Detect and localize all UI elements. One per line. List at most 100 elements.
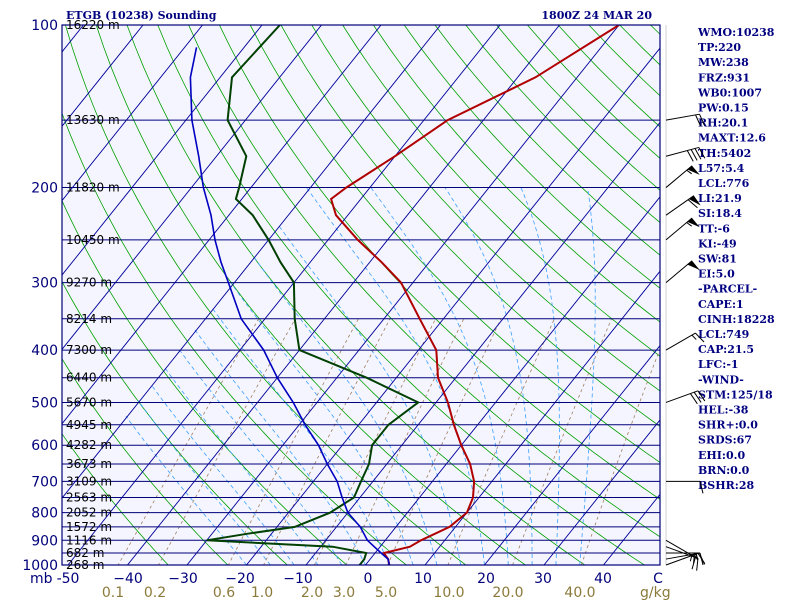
barb-full	[695, 114, 702, 127]
index-value: -PARCEL-	[698, 283, 757, 296]
isotherm	[62, 25, 382, 425]
mixing-ratio-line	[512, 318, 612, 565]
isotherm	[126, 25, 561, 565]
mixing-ratio-label: 1.0	[251, 585, 273, 600]
height-label: 9270 m	[66, 276, 112, 290]
index-value: KI:-49	[698, 237, 737, 250]
x-unit-label: mb	[30, 571, 53, 587]
indices-panel: WMO:10238 TP:220 MW:238 FRZ:931 WB0:1007 PW:0…	[697, 26, 775, 492]
mixing-ratio-label: 0.2	[144, 585, 166, 600]
mixing-ratio-unit: g/kg	[640, 585, 671, 600]
barb-full	[690, 149, 698, 161]
temperature-tick-label: −30	[168, 571, 198, 587]
plot-frame	[61, 24, 661, 566]
dry-adiabat	[62, 199, 348, 565]
moist-adiabat	[151, 385, 295, 565]
index-value: PW:0.15	[698, 102, 749, 115]
index-value: FRZ:931	[698, 71, 750, 84]
wind-barb	[665, 217, 700, 241]
barb-full	[693, 391, 702, 403]
temperature-tick-label: 10	[414, 571, 432, 587]
isotherm	[305, 121, 660, 565]
pressure-tick-label: 800	[31, 506, 58, 522]
temperature-tick-label: 30	[534, 571, 552, 587]
barb-full	[699, 481, 704, 494]
pressure-tick-label: 900	[31, 533, 58, 549]
mixing-ratio-label: 3.0	[333, 585, 355, 600]
index-value: MW:238	[698, 56, 749, 69]
wind-barb	[665, 146, 706, 162]
dry-adiabat	[62, 280, 288, 565]
barb-staff	[665, 195, 695, 216]
plot-area	[61, 24, 661, 566]
barb-half	[686, 169, 692, 175]
temperature-tick-label: −40	[113, 571, 143, 587]
barb-full	[687, 199, 698, 209]
mixing-ratio-label: 20.0	[492, 585, 523, 600]
isotherm	[62, 25, 323, 351]
index-value: CAPE:1	[698, 298, 744, 311]
index-value: RH:20.1	[698, 117, 748, 130]
index-value: CAP:21.5	[698, 343, 754, 356]
mixing-ratio-label: 0.6	[213, 585, 235, 600]
height-label: 16220 m	[66, 18, 120, 32]
barb-half	[686, 222, 692, 227]
barb-staff	[665, 146, 699, 157]
index-value: SRDS:67	[698, 434, 752, 447]
isotherm	[483, 344, 660, 565]
chart-title-left: ETGB (10238) Sounding	[66, 9, 217, 22]
pressure-tick-label: 100	[31, 18, 58, 34]
temperature-tick-label: -50	[57, 571, 80, 587]
wind-barb	[665, 539, 696, 570]
moist-adiabat	[193, 328, 366, 565]
series-dewpoint	[206, 25, 421, 565]
height-label: 682 m	[66, 546, 104, 560]
mixing-ratio-label: 10.0	[433, 585, 464, 600]
barb-full	[699, 113, 705, 126]
barb-pennant	[687, 260, 700, 270]
dry-adiabat	[62, 358, 229, 565]
index-value: LCL:749	[698, 328, 749, 341]
temperature-tick-label: 40	[594, 571, 612, 587]
index-value: EHI:0.0	[698, 449, 745, 462]
barb-pennant	[687, 218, 700, 228]
dry-adiabat	[126, 25, 586, 565]
height-label: 6440 m	[66, 371, 112, 385]
height-label: 13630 m	[66, 113, 120, 127]
barb-full	[698, 147, 706, 159]
isotherm	[62, 25, 144, 127]
height-label: 2052 m	[66, 506, 112, 520]
dry-adiabat	[65, 25, 467, 565]
pressure-tick-label: 600	[31, 438, 58, 454]
temperature-tick-label: 20	[477, 571, 495, 587]
index-value: SI:18.4	[698, 207, 742, 220]
index-value: LFC:-1	[698, 358, 739, 371]
dry-adiabat	[342, 25, 660, 357]
moist-adiabat	[163, 366, 319, 565]
moist-adiabat	[250, 253, 438, 565]
dry-adiabat	[434, 25, 660, 256]
barb-pennant	[688, 195, 701, 206]
wind-barbs	[665, 25, 706, 571]
mixing-ratio-line	[227, 318, 359, 565]
barb-full	[697, 390, 706, 402]
isotherm	[364, 196, 660, 565]
height-label: 11820 m	[66, 181, 120, 195]
pressure-tick-label: 1000	[22, 558, 58, 574]
dry-adiabat	[188, 25, 660, 538]
index-value: WMO:10238	[697, 26, 775, 39]
index-value: SHR+:0.0	[698, 419, 758, 432]
mixing-ratio-line	[313, 318, 436, 565]
index-value: LCL:776	[698, 177, 750, 190]
mixing-ratio-label: 2.0	[301, 585, 323, 600]
pressure-tick-label: 200	[31, 181, 58, 197]
dry-adiabat	[311, 25, 660, 392]
height-label: 1572 m	[66, 520, 112, 534]
index-value: CINH:18228	[698, 313, 775, 326]
index-value: L57:5.4	[698, 162, 745, 175]
index-value: EI:5.0	[698, 268, 735, 281]
height-label: 7300 m	[66, 343, 112, 357]
height-label: 2563 m	[66, 491, 112, 505]
barb-staff	[665, 552, 700, 560]
dry-adiabat	[280, 25, 660, 427]
